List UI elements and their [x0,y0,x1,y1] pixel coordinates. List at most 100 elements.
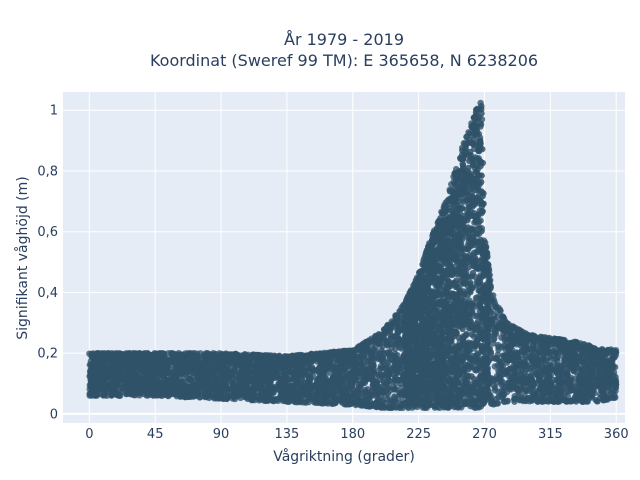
data-point [391,393,398,400]
data-point [138,351,146,358]
data-point [337,389,345,397]
data-point [291,398,299,406]
data-point [170,374,177,381]
data-point [384,322,391,329]
data-point [332,354,339,362]
data-point [521,375,528,382]
data-point [89,384,97,391]
data-point [511,334,518,341]
data-point [350,357,357,365]
data-point [599,359,606,367]
data-point [382,362,389,369]
data-point [337,348,345,355]
data-point [386,352,393,359]
data-point [124,362,131,370]
data-point [109,356,117,364]
data-point [241,374,248,382]
data-point [575,374,583,382]
data-point [244,384,252,391]
data-point [505,336,512,343]
data-point [492,384,499,392]
data-point [524,382,531,389]
data-point [95,382,102,390]
data-point [254,358,261,365]
data-points [86,99,620,411]
data-point [535,335,542,343]
data-point [357,351,364,358]
data-point [318,371,325,378]
data-point [87,369,95,376]
data-point [573,398,580,405]
data-point [231,352,238,359]
data-point [304,354,312,361]
chart-title-line-1: År 1979 - 2019 [284,30,404,49]
data-point [550,347,557,355]
data-point [276,352,283,359]
data-point [607,389,615,396]
data-point [223,367,231,374]
data-point [515,387,523,395]
data-point [387,387,394,394]
data-point [281,373,289,380]
data-point [539,367,547,374]
data-point [325,392,333,399]
data-point [164,363,172,370]
data-point [358,390,365,397]
data-point [537,379,544,386]
data-point [595,383,603,390]
data-point [580,341,587,348]
data-point [530,381,538,388]
data-point [165,392,172,400]
data-point [313,381,320,388]
data-point [380,378,387,385]
data-point [91,354,99,361]
data-point [138,363,145,370]
data-point [387,404,394,411]
data-point [215,382,222,389]
data-point [298,377,306,384]
data-point [113,350,120,357]
data-point [139,357,147,364]
data-point [499,313,506,320]
data-point [495,341,502,349]
data-point [115,380,123,387]
data-point [364,344,371,351]
data-point [101,392,108,399]
data-point [526,387,533,394]
data-point [516,396,523,403]
data-point [226,357,234,365]
data-point [523,346,531,353]
data-point [508,375,515,382]
data-point [371,381,379,388]
data-point [500,391,508,398]
data-point [559,379,566,386]
data-point [260,353,268,360]
data-point [550,353,558,360]
data-point [508,383,515,391]
data-point [151,392,158,399]
data-point [211,391,218,398]
data-point [529,347,536,355]
data-point [342,369,349,376]
data-point [612,394,619,401]
data-point [490,336,497,343]
data-point [491,363,498,370]
data-point [574,392,581,399]
data-point [526,338,534,345]
data-point [249,395,257,402]
data-point [276,375,283,383]
data-point [201,366,208,374]
data-point [130,367,138,374]
data-point [104,373,112,381]
data-point [492,304,500,311]
data-point [326,352,333,360]
data-point [371,369,378,376]
data-point [593,398,601,405]
data-point [216,374,223,381]
data-point [516,378,523,385]
data-point [557,390,564,397]
data-point [560,336,567,344]
data-point [391,364,399,372]
data-point [254,352,261,359]
